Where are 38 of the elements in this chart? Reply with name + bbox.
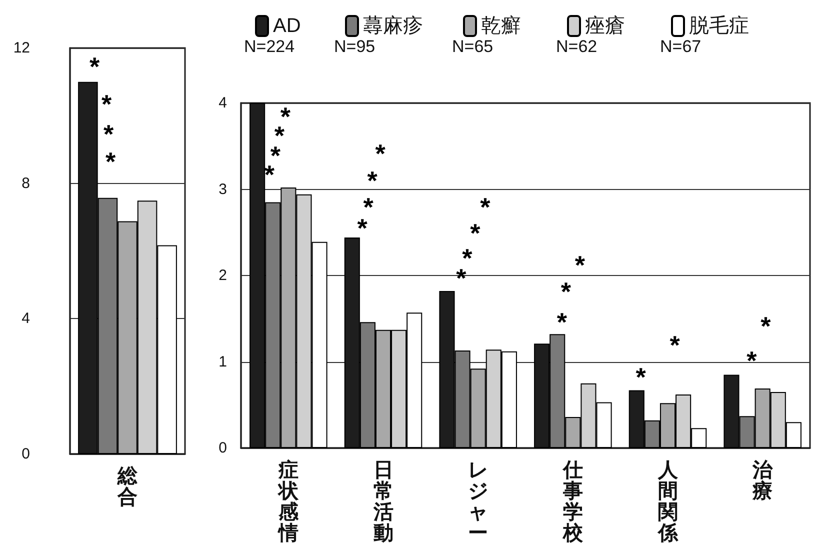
x-tick-label: 症状感情 [276, 458, 300, 544]
legend-label: 乾癬 [481, 15, 521, 37]
y-tick-label: 8 [22, 174, 30, 192]
x-tick-label: 仕事学校 [562, 460, 584, 544]
legend-label: 蕁麻疹 [363, 15, 423, 37]
y-tick-label: 0 [22, 446, 30, 462]
annotation: * [470, 218, 482, 248]
annotation: * [760, 311, 772, 342]
x-tick-label: 日常活動 [372, 460, 394, 544]
y-tick-label: 4 [218, 94, 227, 112]
y-tick-label: 3 [218, 180, 227, 198]
y-tick-label: 2 [218, 267, 227, 284]
annotation: * [90, 52, 100, 82]
y-tick-label: 1 [218, 353, 227, 370]
annotation: * [670, 330, 681, 360]
x-tick-label: 人間関係 [656, 460, 679, 544]
annotation: * [556, 306, 568, 337]
y-tick-label: 4 [22, 310, 30, 328]
x-tick-label: レジャー [468, 460, 488, 544]
text: N=65 [452, 37, 494, 56]
x-tick-label: 治療 [752, 460, 774, 502]
text: N=62 [556, 37, 598, 56]
text: N=224 [244, 37, 295, 56]
legend-label: 痤瘡 [585, 15, 625, 37]
annotation: * [480, 192, 492, 222]
text: N=95 [334, 37, 376, 56]
annotation: * [746, 346, 758, 376]
annotation: * [102, 88, 112, 119]
y-tick-label: 0 [218, 440, 227, 456]
annotation: * [574, 250, 586, 280]
y-tick-label: 12 [13, 40, 30, 56]
annotation: * [636, 362, 647, 392]
legend-label: 脱毛症 [689, 15, 749, 37]
x-tick-label: 総合 [116, 466, 138, 508]
annotation: * [560, 276, 572, 307]
legend-label: AD [273, 15, 301, 37]
annotation: * [357, 212, 368, 243]
text: N=67 [660, 37, 702, 56]
